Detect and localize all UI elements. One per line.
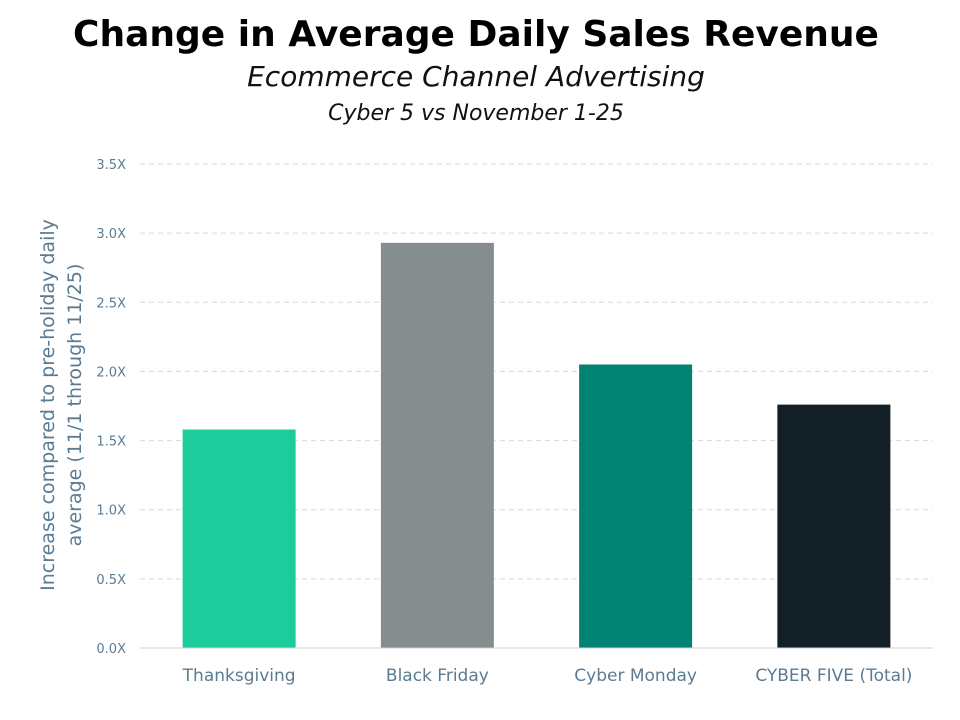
x-axis-labels: Thanksgiving Black Friday Cyber Monday CYBE…	[182, 666, 913, 686]
x-category-label: Thanksgiving	[182, 666, 296, 686]
x-category-label: Cyber Monday	[574, 666, 697, 686]
bar-cyber-monday	[579, 364, 693, 648]
chart-title: Change in Average Daily Sales Revenue	[73, 14, 879, 55]
chart-subtitle: Ecommerce Channel Advertising	[247, 60, 705, 93]
y-tick-label: 0.5X	[96, 573, 126, 588]
y-tick-label: 1.5X	[96, 435, 126, 450]
x-category-label: CYBER FIVE (Total)	[755, 666, 912, 686]
bar-cyber-five-total	[777, 404, 891, 648]
y-tick-label: 2.0X	[96, 365, 126, 380]
chart-subtitle-secondary: Cyber 5 vs November 1-25	[328, 101, 624, 126]
bar-black-friday	[380, 242, 494, 648]
y-tick-label: 3.0X	[96, 227, 126, 242]
y-axis-title-line2: average (11/1 through 11/25)	[64, 264, 86, 547]
y-axis-title-line1: Increase compared to pre-holiday daily	[37, 219, 59, 591]
y-axis-title: Increase compared to pre-holiday daily a…	[37, 219, 86, 591]
y-axis-ticks: 0.0X 0.5X 1.0X 1.5X 2.0X 2.5X 3.0X 3.5X	[96, 158, 126, 657]
y-tick-label: 2.5X	[96, 296, 126, 311]
bar-thanksgiving	[182, 429, 296, 648]
bars	[182, 242, 891, 648]
y-tick-label: 3.5X	[96, 158, 126, 173]
x-category-label: Black Friday	[386, 666, 489, 686]
y-tick-label: 0.0X	[96, 642, 126, 657]
y-tick-label: 1.0X	[96, 504, 126, 519]
